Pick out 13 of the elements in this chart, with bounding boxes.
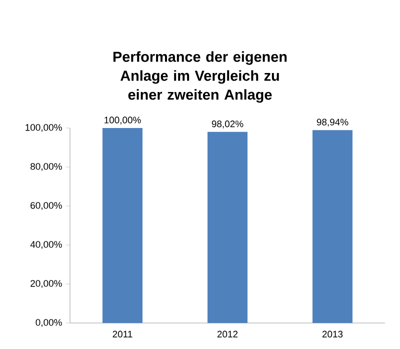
data-label: 100,00% [104,116,141,124]
y-tick-label: 60,00% [30,202,62,210]
y-tick-label: 40,00% [30,241,62,249]
x-tick-label: 2013 [322,330,343,338]
x-tick-label: 2012 [217,330,238,338]
data-label: 98,02% [212,120,244,128]
y-tick-label: 100,00% [26,124,62,132]
y-tick-label: 20,00% [30,280,62,288]
x-tick-label: 2011 [112,330,132,338]
y-tick-label: 0,00% [36,319,62,327]
y-tick-label: 80,00% [30,163,62,171]
chart-title: Performance der eigenen Anlage im Vergleich zu einer zweiten Anlage [113,51,287,103]
data-label: 98,94% [316,118,348,127]
